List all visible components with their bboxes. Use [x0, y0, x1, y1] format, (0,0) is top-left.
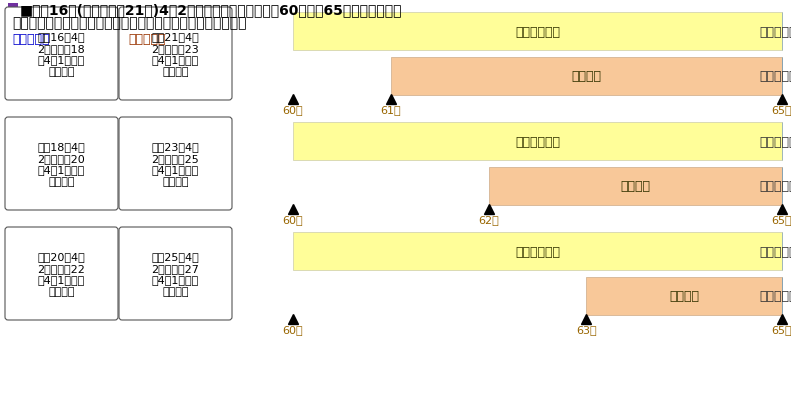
- Text: 昭和16年4月
2日～昭和18
年4月1日に生
まれた方: 昭和16年4月 2日～昭和18 年4月1日に生 まれた方: [38, 32, 85, 77]
- Text: 昭和25年4月
2日～昭和27
年4月1日に生
まれた方: 昭和25年4月 2日～昭和27 年4月1日に生 まれた方: [152, 252, 199, 296]
- Text: 老齢基礎年金: 老齢基礎年金: [759, 180, 791, 193]
- Text: 62歳: 62歳: [479, 215, 499, 224]
- Text: 65歳: 65歳: [772, 105, 791, 115]
- Bar: [293, 123, 782, 161]
- Text: 老齢厚生年金: 老齢厚生年金: [759, 245, 791, 258]
- FancyBboxPatch shape: [119, 8, 232, 101]
- Text: 昭和18年4月
2日～昭和20
年4月1日に生
まれた方: 昭和18年4月 2日～昭和20 年4月1日に生 まれた方: [38, 142, 85, 186]
- Bar: [8, 4, 18, 14]
- Text: 60歳: 60歳: [282, 324, 303, 334]
- Text: 報酬比例部分: 報酬比例部分: [515, 135, 560, 148]
- Text: 60歳: 60歳: [282, 105, 303, 115]
- Bar: [586, 277, 782, 315]
- Bar: [391, 58, 782, 96]
- FancyBboxPatch shape: [5, 8, 118, 101]
- Text: 61歳: 61歳: [380, 105, 401, 115]
- Text: 間、生年月日に応じて、受給開始年齢が引き上げられます。: 間、生年月日に応じて、受給開始年齢が引き上げられます。: [12, 16, 247, 30]
- Text: 65歳: 65歳: [772, 324, 791, 334]
- Text: 昭和21年4月
2日～昭和23
年4月1日に生
まれた方: 昭和21年4月 2日～昭和23 年4月1日に生 まれた方: [152, 32, 199, 77]
- Text: 定額部分: 定額部分: [620, 180, 650, 193]
- Text: 報酬比例部分: 報酬比例部分: [515, 26, 560, 38]
- FancyBboxPatch shape: [5, 228, 118, 320]
- Text: 昭和20年4月
2日～昭和22
年4月1日に生
まれた方: 昭和20年4月 2日～昭和22 年4月1日に生 まれた方: [37, 252, 85, 296]
- Text: 老齢厚生年金: 老齢厚生年金: [759, 135, 791, 148]
- Text: 老齢厚生年金: 老齢厚生年金: [759, 26, 791, 38]
- Text: 昭和23年4月
2日～昭和25
年4月1日に生
まれた方: 昭和23年4月 2日～昭和25 年4月1日に生 まれた方: [152, 142, 199, 186]
- Text: 60歳: 60歳: [282, 215, 303, 224]
- Text: 定額部分: 定額部分: [669, 290, 699, 303]
- Text: 男性の場合: 男性の場合: [12, 33, 50, 46]
- Text: 老齢基礎年金: 老齢基礎年金: [759, 290, 791, 303]
- Text: ■昭和16年(女性は昭和21年)4月2日以後に生まれた方は、60歳かも65歳になるまでの: ■昭和16年(女性は昭和21年)4月2日以後に生まれた方は、60歳かも65歳にな…: [20, 3, 403, 17]
- Text: 老齢基礎年金: 老齢基礎年金: [759, 70, 791, 83]
- Text: 63歳: 63歳: [576, 324, 596, 334]
- Text: 定額部分: 定額部分: [571, 70, 601, 83]
- Bar: [293, 13, 782, 51]
- Bar: [489, 168, 782, 205]
- Text: 65歳: 65歳: [772, 215, 791, 224]
- FancyBboxPatch shape: [119, 228, 232, 320]
- Text: 報酬比例部分: 報酬比例部分: [515, 245, 560, 258]
- Bar: [293, 232, 782, 270]
- FancyBboxPatch shape: [119, 118, 232, 211]
- Text: 女性の場合: 女性の場合: [128, 33, 165, 46]
- FancyBboxPatch shape: [5, 118, 118, 211]
